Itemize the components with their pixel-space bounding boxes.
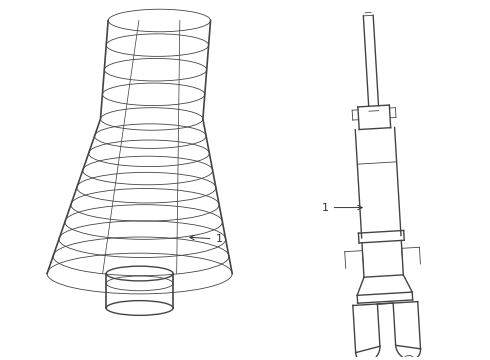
Text: 1: 1 (322, 203, 362, 212)
Text: 1: 1 (190, 234, 222, 244)
